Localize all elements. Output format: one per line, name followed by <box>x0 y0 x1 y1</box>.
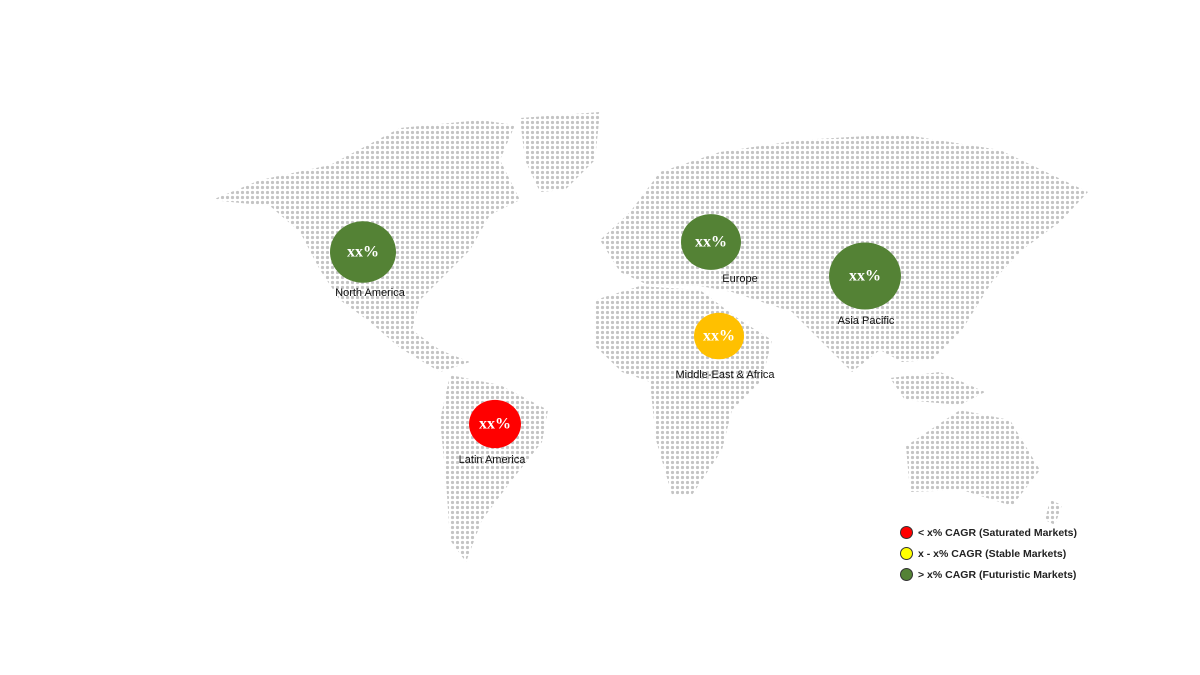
region-label: Europe <box>722 273 757 285</box>
bubble-value: xx% <box>695 234 727 251</box>
region-label: Latin America <box>459 454 527 466</box>
bubble-circle <box>330 221 396 283</box>
region-bubble-north-america: xx% North America <box>330 221 406 299</box>
land-south-america <box>440 375 548 562</box>
legend-swatch <box>900 568 913 581</box>
legend-label: > x% CAGR (Futuristic Markets) <box>918 568 1077 581</box>
region-bubble-asia-pacific: xx% Asia Pacific <box>829 242 901 327</box>
legend-item-saturated: < x% CAGR (Saturated Markets) <box>900 522 1077 543</box>
land-southeast-asia-islands <box>890 372 985 405</box>
region-bubble-europe: xx% Europe <box>681 214 758 285</box>
bubble-circle <box>681 214 741 270</box>
bubble-circle <box>829 242 901 310</box>
land-australia <box>906 410 1040 506</box>
region-bubble-latin-america: xx% Latin America <box>459 399 527 466</box>
legend: < x% CAGR (Saturated Markets) x - x% CAG… <box>900 522 1077 585</box>
legend-swatch <box>900 547 913 560</box>
bubble-value: xx% <box>479 416 511 433</box>
land-africa <box>595 286 772 495</box>
legend-swatch <box>900 526 913 539</box>
land-new-zealand <box>1045 500 1062 525</box>
bubble-value: xx% <box>849 268 881 285</box>
bubble-value: xx% <box>347 244 379 261</box>
bubble-circle <box>469 399 521 449</box>
bubble-circle <box>694 312 744 360</box>
region-label: Middle-East & Africa <box>675 369 775 381</box>
region-label: Asia Pacific <box>838 315 895 327</box>
region-label: North America <box>335 287 406 299</box>
legend-item-stable: x - x% CAGR (Stable Markets) <box>900 543 1077 564</box>
legend-label: < x% CAGR (Saturated Markets) <box>918 526 1078 539</box>
land-greenland <box>520 112 600 192</box>
legend-item-futuristic: > x% CAGR (Futuristic Markets) <box>900 564 1077 585</box>
bubble-value: xx% <box>703 328 735 345</box>
region-bubble-middle-east-africa: xx% Middle-East & Africa <box>675 312 775 381</box>
legend-label: x - x% CAGR (Stable Markets) <box>918 547 1067 560</box>
